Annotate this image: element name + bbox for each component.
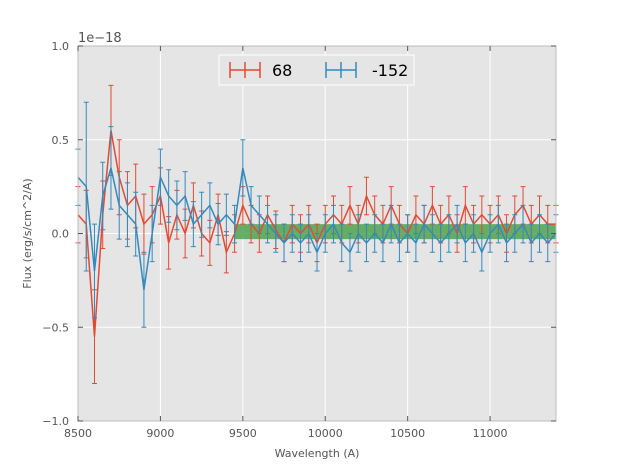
x-tick-label-1: 9000 (146, 427, 174, 440)
legend: 68 -152 (218, 54, 415, 86)
x-tick-label-2: 9500 (229, 427, 257, 440)
series-layer (75, 84, 559, 384)
y-offset-label: 1e−18 (78, 31, 122, 46)
legend-label-68: 68 (272, 61, 292, 80)
y-tick-label-3: 0.5 (52, 134, 70, 147)
y-tick-label-4: 1.0 (52, 40, 70, 53)
shaded-band (234, 224, 556, 240)
y-axis-label: Flux (erg/s/cm^2/A) (21, 178, 34, 288)
legend-entry-68: 68 (229, 61, 292, 80)
band-layer (234, 224, 556, 240)
x-tick-label-4: 10500 (390, 427, 425, 440)
x-tick-label-0: 8500 (64, 427, 92, 440)
x-tick-label-3: 10000 (308, 427, 343, 440)
y-tick-label-0: −1.0 (42, 415, 69, 428)
legend-label-minus-152: -152 (372, 61, 408, 80)
series-line-1 (77, 167, 557, 290)
legend-entry-minus-152: -152 (325, 61, 408, 80)
x-axis-label: Wavelength (A) (275, 447, 360, 460)
legend-marker-68 (229, 62, 261, 78)
ticks: 8500 9000 9500 10000 10500 11000 −1.0 −0.5 0.0 0.… (42, 40, 556, 440)
series-1 (75, 101, 559, 328)
legend-marker-minus-152 (325, 62, 357, 78)
y-tick-label-2: 0.0 (52, 228, 70, 241)
y-tick-label-1: −0.5 (42, 321, 69, 334)
x-tick-label-5: 11000 (473, 427, 508, 440)
